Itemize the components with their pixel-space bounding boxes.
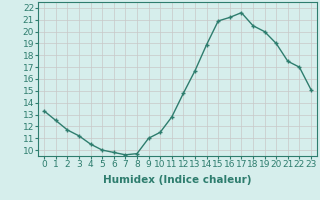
X-axis label: Humidex (Indice chaleur): Humidex (Indice chaleur)	[103, 175, 252, 185]
